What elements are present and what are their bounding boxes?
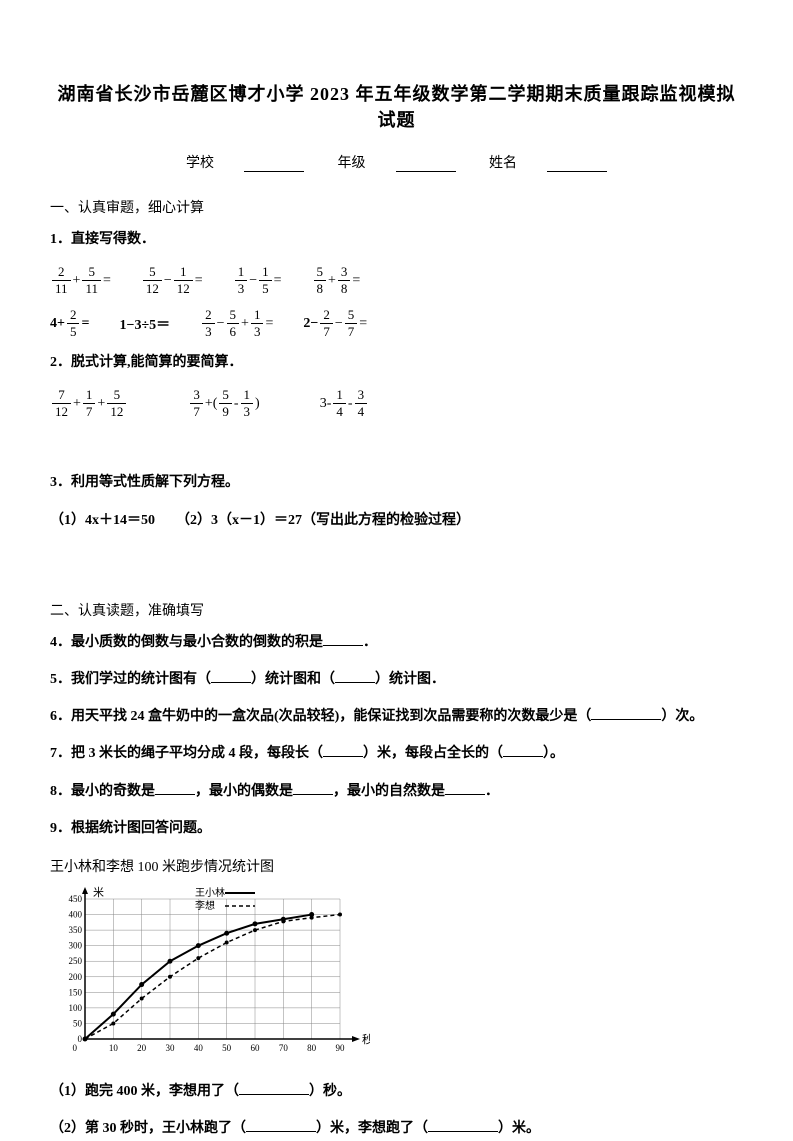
q3-sub1: （1）4x＋14＝50 xyxy=(50,513,155,528)
q2-row: 712 + 17 + 512 37 +( 59 - 13 ) 3- 14 - 3… xyxy=(50,387,743,420)
header-fields: 学校 年级 姓名 xyxy=(50,152,743,172)
expr-4: 58 + 38 = xyxy=(312,264,361,297)
svg-text:米: 米 xyxy=(93,886,104,899)
svg-text:秒: 秒 xyxy=(362,1032,370,1046)
section2-title: 二、认真读题，准确填写 xyxy=(50,600,743,620)
grade-label: 年级 xyxy=(338,156,366,171)
q1-label: 1．直接写得数． xyxy=(50,227,743,252)
q4: 4．最小质数的倒数与最小合数的倒数的积是． xyxy=(50,630,743,655)
svg-text:250: 250 xyxy=(69,956,83,966)
svg-text:20: 20 xyxy=(137,1043,147,1053)
school-blank[interactable] xyxy=(244,156,304,172)
section1-title: 一、认真审题，细心计算 xyxy=(50,197,743,217)
expr-2: 512 − 112 = xyxy=(141,264,203,297)
q6-blank[interactable] xyxy=(591,706,661,720)
grade-blank[interactable] xyxy=(396,156,456,172)
svg-text:80: 80 xyxy=(307,1043,317,1053)
svg-text:400: 400 xyxy=(69,909,83,919)
q8-blank2[interactable] xyxy=(293,781,333,795)
svg-text:0: 0 xyxy=(78,1034,83,1044)
q8: 8．最小的奇数是，最小的偶数是，最小的自然数是． xyxy=(50,779,743,804)
expr-5: 4+ 25 = xyxy=(50,307,89,340)
q3-subs: （1）4x＋14＝50 （2）3（x－1）＝27（写出此方程的检验过程） xyxy=(50,508,743,533)
q5-blank1[interactable] xyxy=(211,669,251,683)
q9-label: 9．根据统计图回答问题。 xyxy=(50,816,743,841)
q9-1-blank[interactable] xyxy=(239,1081,309,1095)
q3-sub2: （2）3（x－1）＝27（写出此方程的检验过程） xyxy=(176,513,470,528)
q2-expr-3: 3- 14 - 34 xyxy=(320,387,369,420)
svg-text:90: 90 xyxy=(336,1043,346,1053)
q9-2: （2）第 30 秒时，王小林跑了（）米，李想跑了（）米。 xyxy=(50,1116,743,1141)
line-chart: 0 50 100 150 200 250 300 350 400 450 10 20 30 40 50 60 7… xyxy=(50,884,370,1064)
svg-text:100: 100 xyxy=(69,1003,83,1013)
q2-label: 2．脱式计算,能简算的要简算． xyxy=(50,350,743,375)
q4-blank[interactable] xyxy=(323,632,363,646)
q5: 5．我们学过的统计图有（）统计图和（）统计图． xyxy=(50,667,743,692)
q1-row1: 211 + 511 = 512 − 112 = 13 − 15 = 58 + 3… xyxy=(50,264,743,297)
q7: 7．把 3 米长的绳子平均分成 4 段，每段长（）米，每段占全长的（）。 xyxy=(50,741,743,766)
expr-1: 211 + 511 = xyxy=(50,264,111,297)
q2-expr-1: 712 + 17 + 512 xyxy=(50,387,128,420)
svg-text:350: 350 xyxy=(69,925,83,935)
svg-text:450: 450 xyxy=(69,894,83,904)
expr-7: 23 − 56 + 13 = xyxy=(200,307,273,340)
q7-blank1[interactable] xyxy=(323,743,363,757)
svg-text:50: 50 xyxy=(73,1018,83,1028)
svg-text:300: 300 xyxy=(69,941,83,951)
q2-expr-2: 37 +( 59 - 13 ) xyxy=(188,387,259,420)
svg-text:10: 10 xyxy=(109,1043,119,1053)
school-label: 学校 xyxy=(186,156,214,171)
svg-text:150: 150 xyxy=(69,987,83,997)
page-title: 湖南省长沙市岳麓区博才小学 2023 年五年级数学第二学期期末质量跟踪监视模拟试… xyxy=(50,80,743,132)
svg-text:30: 30 xyxy=(166,1043,176,1053)
q8-blank1[interactable] xyxy=(155,781,195,795)
svg-text:60: 60 xyxy=(251,1043,261,1053)
expr-3: 13 − 15 = xyxy=(233,264,282,297)
q3-label: 3．利用等式性质解下列方程。 xyxy=(50,470,743,495)
q9-2-blank2[interactable] xyxy=(428,1118,498,1132)
q7-blank2[interactable] xyxy=(503,743,543,757)
svg-text:50: 50 xyxy=(222,1043,232,1053)
q9-1: （1）跑完 400 米，李想用了（）秒。 xyxy=(50,1079,743,1104)
name-label: 姓名 xyxy=(489,156,517,171)
q6: 6．用天平找 24 盒牛奶中的一盒次品(次品较轻)，能保证找到次品需要称的次数最… xyxy=(50,704,743,729)
svg-text:70: 70 xyxy=(279,1043,289,1053)
q1-row2: 4+ 25 = 1−3÷5＝ 23 − 56 + 13 = 2− 27 − 57… xyxy=(50,307,743,340)
svg-text:40: 40 xyxy=(194,1043,204,1053)
svg-text:0: 0 xyxy=(73,1043,78,1053)
q9-2-blank1[interactable] xyxy=(246,1118,316,1132)
q8-blank3[interactable] xyxy=(445,781,485,795)
name-blank[interactable] xyxy=(547,156,607,172)
chart-container: 王小林和李想 100 米跑步情况统计图 05010015020025030035… xyxy=(50,856,743,1064)
svg-text:200: 200 xyxy=(69,972,83,982)
q5-blank2[interactable] xyxy=(335,669,375,683)
svg-text:王小林: 王小林 xyxy=(195,886,225,899)
svg-text:李想: 李想 xyxy=(195,899,215,912)
chart-title: 王小林和李想 100 米跑步情况统计图 xyxy=(50,856,743,876)
expr-6: 1−3÷5＝ xyxy=(119,314,170,334)
expr-8: 2− 27 − 57 = xyxy=(303,307,367,340)
